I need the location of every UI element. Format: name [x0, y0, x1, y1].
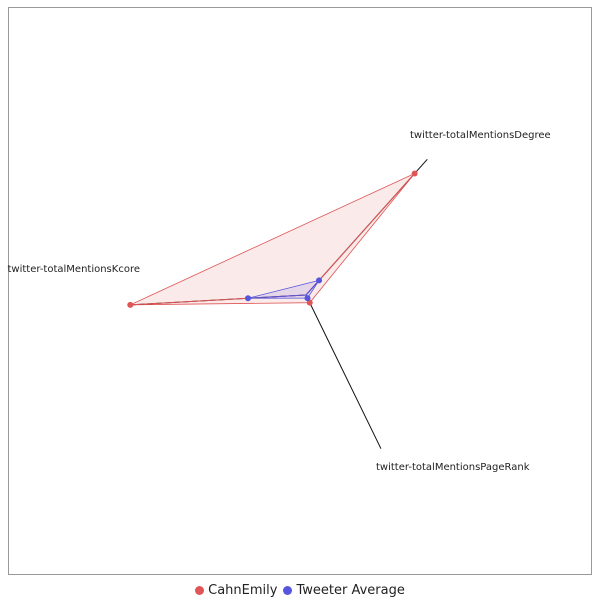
data-point-cahnemily-twitter-totalmentionspagerank — [306, 299, 313, 306]
legend-label-cahnemily: CahnEmily — [208, 582, 278, 598]
series-ray-tweeter-average-twitter-totalmentionsdegree — [305, 280, 320, 296]
legend-item-tweeter-average: Tweeter Average — [283, 582, 405, 598]
legend-marker-tweeter-average — [283, 585, 293, 595]
plot-area — [8, 7, 592, 575]
series-ray-cahnemily-twitter-totalmentionsdegree — [305, 173, 416, 296]
axis-label-twitter-totalmentionsdegree: twitter-totalMentionsDegree — [410, 130, 551, 141]
axis-label-twitter-totalmentionspagerank: twitter-totalMentionsPageRank — [376, 462, 530, 473]
legend: CahnEmily Tweeter Average — [0, 580, 600, 600]
data-point-tweeter-average-twitter-totalmentionspagerank — [304, 295, 311, 302]
data-point-tweeter-average-twitter-totalmentionskcore — [245, 295, 252, 302]
series-ray-tweeter-average-twitter-totalmentionskcore — [247, 294, 307, 299]
axis-label-twitter-totalmentionskcore: twitter-totalMentionsKcore — [7, 264, 140, 275]
data-point-cahnemily-twitter-totalmentionskcore — [127, 301, 134, 308]
series-area-cahnemily — [130, 173, 415, 306]
legend-label-tweeter-average: Tweeter Average — [296, 582, 405, 598]
axis-spoke-twitter-totalmentionspagerank — [305, 294, 382, 449]
legend-item-cahnemily: CahnEmily — [195, 583, 277, 598]
legend-marker-cahnemily — [195, 585, 205, 595]
series-area-tweeter-average — [247, 279, 320, 299]
data-point-cahnemily-twitter-totalmentionsdegree — [411, 170, 418, 177]
data-point-tweeter-average-twitter-totalmentionsdegree — [316, 277, 323, 284]
